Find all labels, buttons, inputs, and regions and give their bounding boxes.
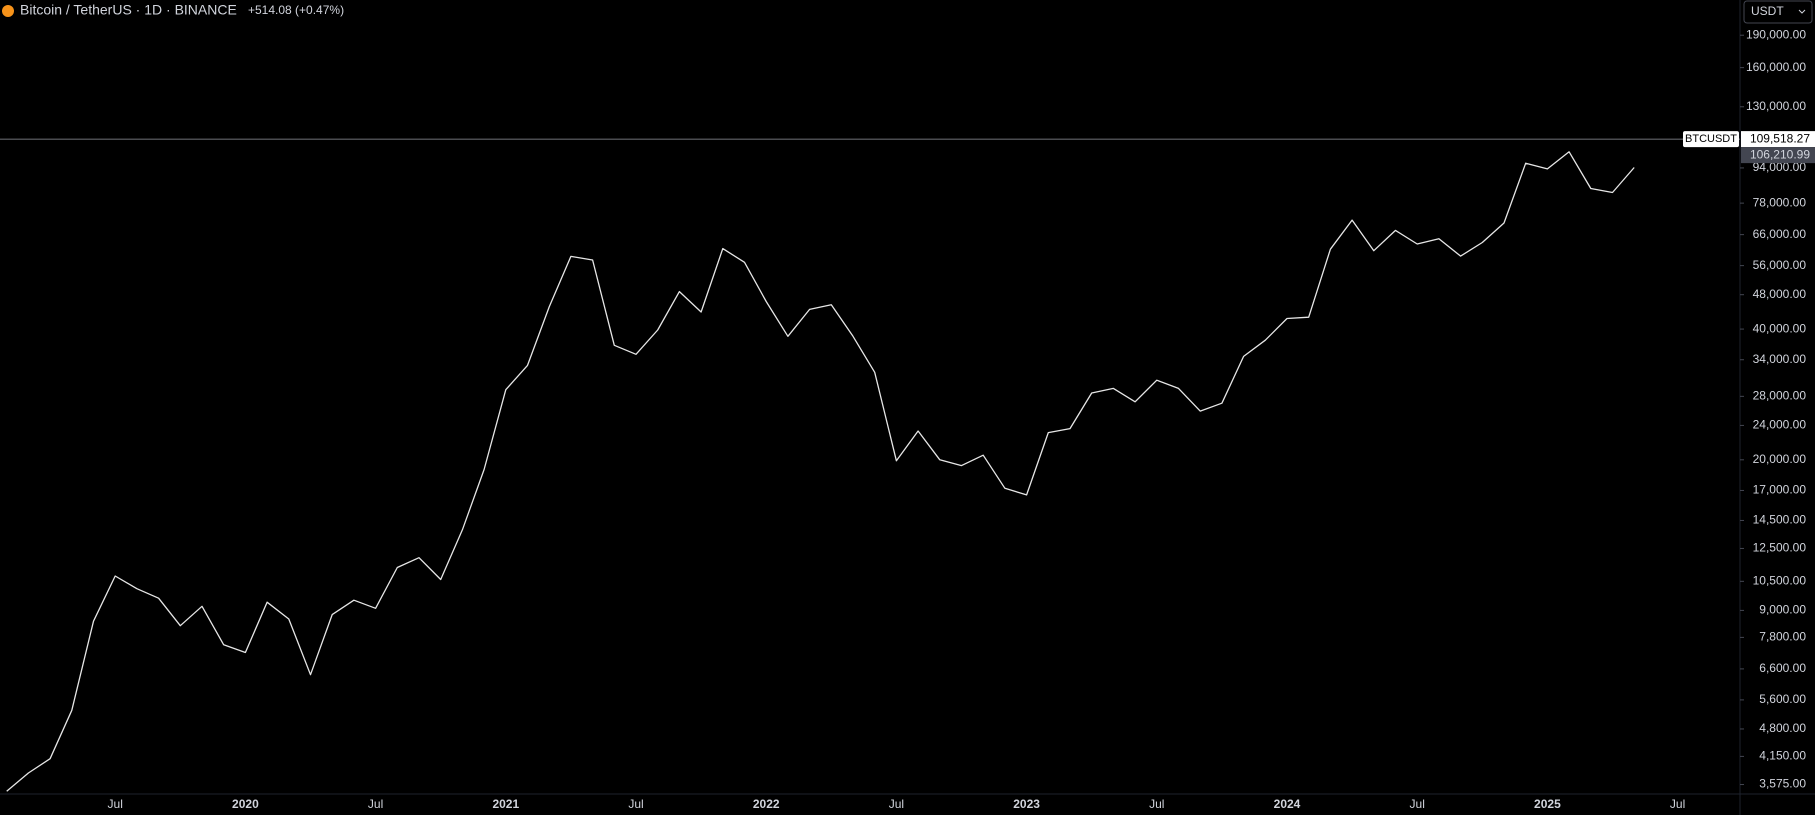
dropdown-arrow: [1798, 9, 1806, 14]
y-tick-label: 17,000.00: [1753, 483, 1807, 497]
x-tick-label: Jul: [889, 797, 904, 811]
x-tick-label: Jul: [1149, 797, 1164, 811]
y-tick-label: 56,000.00: [1753, 258, 1807, 272]
symbol-tag-label: BTCUSDT: [1685, 133, 1737, 145]
last-price-label: 109,518.27: [1750, 131, 1810, 145]
x-tick-label: 2025: [1534, 797, 1561, 811]
y-tick-label: 6,600.00: [1759, 661, 1806, 675]
y-tick-label: 66,000.00: [1753, 227, 1807, 241]
prev-price-label: 106,210.99: [1750, 147, 1810, 161]
x-tick-label: Jul: [368, 797, 383, 811]
currency-label[interactable]: USDT: [1751, 4, 1784, 18]
x-tick-label: 2024: [1274, 797, 1301, 811]
symbol-icon[interactable]: [2, 5, 14, 17]
y-tick-label: 3,575.00: [1759, 777, 1806, 791]
y-tick-label: 14,500.00: [1753, 513, 1807, 527]
price-line-series: [6, 151, 1635, 792]
symbol-tag: [1683, 131, 1739, 148]
y-tick-label: 28,000.00: [1753, 389, 1807, 403]
x-tick-label: 2020: [232, 797, 259, 811]
y-tick-label: 9,000.00: [1759, 603, 1806, 617]
y-tick-label: 130,000.00: [1746, 99, 1806, 113]
y-tick-label: 12,500.00: [1753, 541, 1807, 555]
last-price-tag: [1741, 131, 1815, 148]
x-tick-label: Jul: [628, 797, 643, 811]
y-tick-label: 10,500.00: [1753, 574, 1807, 588]
y-tick-label: 48,000.00: [1753, 287, 1807, 301]
y-tick-label: 4,800.00: [1759, 721, 1806, 735]
x-tick-label: 2023: [1013, 797, 1040, 811]
x-tick-label: 2021: [492, 797, 519, 811]
y-tick-label: 40,000.00: [1753, 321, 1807, 335]
prev-price-tag: [1741, 147, 1815, 164]
y-tick-label: 190,000.00: [1746, 27, 1806, 41]
x-tick-label: Jul: [1410, 797, 1425, 811]
y-tick-label: 34,000.00: [1753, 352, 1807, 366]
y-tick-label: 4,150.00: [1759, 749, 1806, 763]
price-change: +514.08 (+0.47%): [248, 3, 344, 17]
y-tick-label: 78,000.00: [1753, 195, 1807, 209]
y-tick-label: 7,800.00: [1759, 630, 1806, 644]
y-tick-label: 24,000.00: [1753, 418, 1807, 432]
x-tick-label: 2022: [753, 797, 780, 811]
currency-button[interactable]: [1743, 0, 1813, 24]
y-tick-label: 20,000.00: [1753, 452, 1807, 466]
y-tick-label: 5,600.00: [1759, 692, 1806, 706]
x-tick-label: Jul: [108, 797, 123, 811]
y-tick-label: 94,000.00: [1753, 160, 1807, 174]
y-tick-label: 160,000.00: [1746, 60, 1806, 74]
x-tick-label: Jul: [1670, 797, 1685, 811]
chart-title[interactable]: Bitcoin / TetherUS · 1D · BINANCE: [20, 2, 237, 18]
